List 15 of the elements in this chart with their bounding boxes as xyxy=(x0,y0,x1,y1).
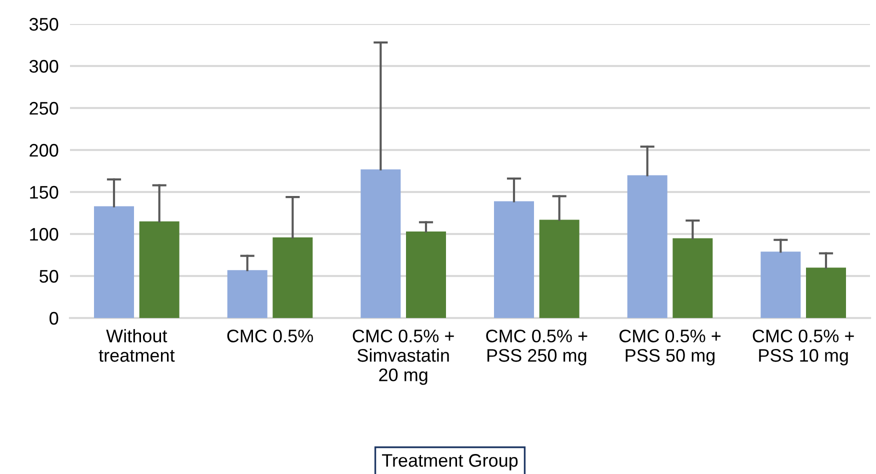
y-tick-label: 350 xyxy=(29,18,58,31)
y-tick-label: 300 xyxy=(29,60,58,73)
x-tick-label: CMC 0.5% xyxy=(227,330,314,342)
y-tick-label: 200 xyxy=(30,144,58,157)
y-tick-label: 150 xyxy=(30,186,58,199)
y-tick-label: 0 xyxy=(50,312,58,325)
x-tick-label: CMC 0.5% + PSS 10 mg xyxy=(752,330,854,366)
y-tick-label: 100 xyxy=(30,228,58,241)
x-axis-title: Treatment Group xyxy=(382,454,518,470)
x-tick-label: CMC 0.5% + Simvastatin 20 mg xyxy=(352,330,454,385)
y-tick-label: 50 xyxy=(40,270,58,283)
y-tick-label: 250 xyxy=(30,102,58,115)
x-tick-label: CMC 0.5% + PSS 50 mg xyxy=(619,330,721,366)
x-tick-label: CMC 0.5% + PSS 250 mg xyxy=(486,330,588,366)
x-tick-label: Without treatment xyxy=(98,329,175,362)
